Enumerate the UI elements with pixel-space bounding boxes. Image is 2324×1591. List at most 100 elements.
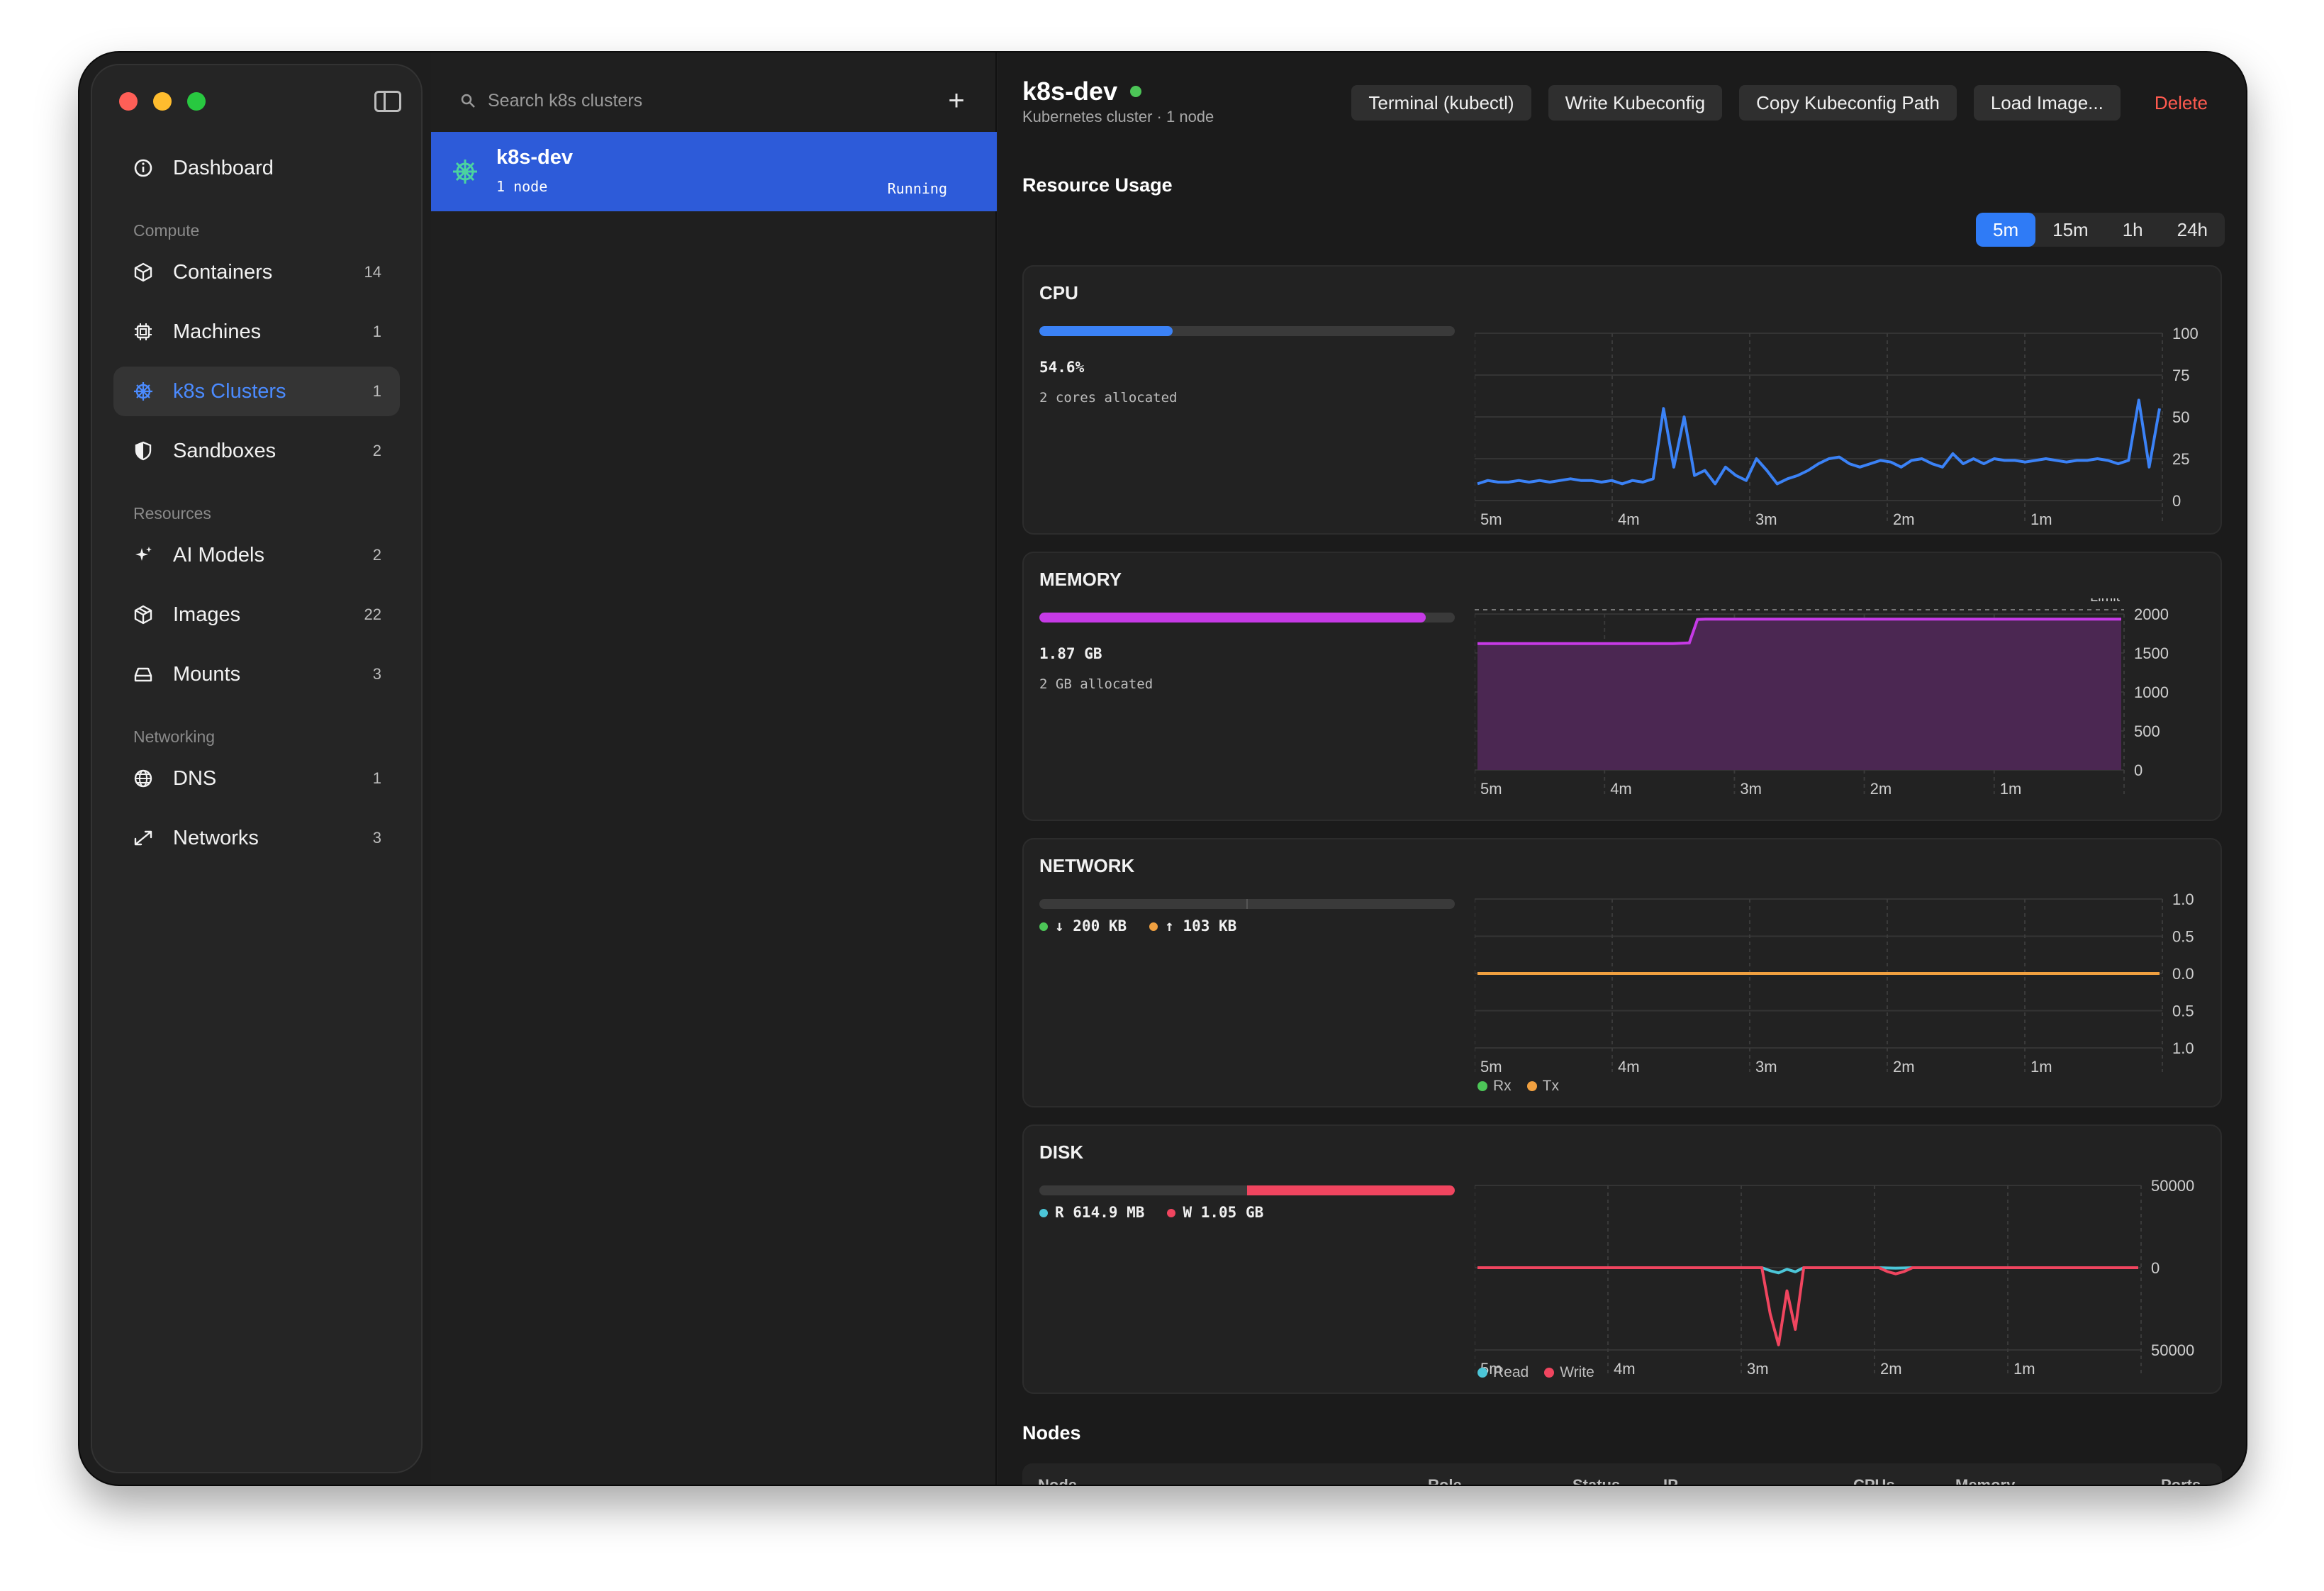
sidebar-item-label: Sandboxes xyxy=(173,439,276,462)
legend-rx: Rx xyxy=(1477,1078,1512,1095)
arrows-icon xyxy=(132,827,155,849)
add-cluster-button[interactable]: + xyxy=(948,84,965,116)
info-icon xyxy=(132,157,155,179)
col-role: Role xyxy=(1428,1476,1462,1485)
copy-kubeconfig-path-button[interactable]: Copy Kubeconfig Path xyxy=(1739,85,1957,121)
rx-value: 200 KB xyxy=(1073,917,1127,934)
x-tick-label: 1m xyxy=(2030,510,2052,525)
y-tick-label: 1000 xyxy=(2134,683,2169,701)
sidebar-item-count: 14 xyxy=(364,263,381,281)
close-window-button[interactable] xyxy=(119,92,138,111)
cpu-chart: 100 75 50 25 0 5m 4m 3m 2m 1m xyxy=(1475,312,2212,525)
sidebar-item-label: Images xyxy=(173,603,241,626)
disk-write-fill xyxy=(1247,1185,1455,1195)
read-dot xyxy=(1039,1209,1048,1217)
app-window: Dashboard Compute Containers 14 Machines 1 k8s… xyxy=(79,52,2246,1485)
legend-read-label: Read xyxy=(1493,1364,1529,1380)
sidebar-item-machines[interactable]: Machines 1 xyxy=(113,307,400,357)
globe-icon xyxy=(132,767,155,790)
cube-icon xyxy=(132,261,155,284)
disk-write-total: W 1.05 GB xyxy=(1167,1204,1263,1221)
sidebar-section-label: Resources xyxy=(133,504,211,523)
load-image-button[interactable]: Load Image... xyxy=(1973,85,2121,121)
col-status: Status xyxy=(1572,1476,1620,1485)
action-bar: Terminal (kubectl) Write Kubeconfig Copy… xyxy=(1351,85,2225,121)
time-range-selector: 5m 15m 1h 24h xyxy=(1975,213,2225,247)
range-1h[interactable]: 1h xyxy=(2122,218,2143,240)
legend-rx-dot xyxy=(1477,1081,1487,1092)
x-tick-label: 2m xyxy=(1880,1360,1902,1378)
terminal-button[interactable]: Terminal (kubectl) xyxy=(1351,85,1531,121)
drive-icon xyxy=(132,663,155,686)
rx-dot xyxy=(1039,922,1048,931)
network-totals: ↓ 200 KB ↑ 103 KB xyxy=(1039,917,1236,934)
disk-totals: R 614.9 MB W 1.05 GB xyxy=(1039,1204,1263,1221)
memory-series-line xyxy=(1477,618,2121,645)
sidebar-item-label: DNS xyxy=(173,766,217,790)
range-24h[interactable]: 24h xyxy=(2177,218,2208,240)
delete-button[interactable]: Delete xyxy=(2154,91,2208,113)
range-5m[interactable]: 5m xyxy=(1975,213,2036,247)
sidebar-item-count: 1 xyxy=(372,323,381,340)
disk-title: DISK xyxy=(1039,1141,1084,1163)
shield-icon xyxy=(132,440,155,462)
y-tick-label: 2000 xyxy=(2134,605,2169,623)
cpu-chart-svg: 100 75 50 25 0 5m 4m 3m 2m 1m xyxy=(1475,325,2199,525)
range-15m[interactable]: 15m xyxy=(2052,218,2089,240)
minimize-window-button[interactable] xyxy=(153,92,172,111)
sidebar-item-images[interactable]: Images 22 xyxy=(113,590,400,640)
cpu-usage-bar xyxy=(1039,326,1455,336)
sidebar-item-count: 3 xyxy=(372,665,381,683)
network-legend: Rx Tx xyxy=(1477,1078,1559,1095)
y-tick-label: 1500 xyxy=(2134,644,2169,662)
legend-read: Read xyxy=(1477,1364,1529,1381)
sidebar-item-count: 1 xyxy=(372,382,381,400)
sidebar-item-count: 2 xyxy=(372,546,381,564)
legend-rx-label: Rx xyxy=(1493,1078,1512,1094)
y-tick-label: 0 xyxy=(2134,761,2143,779)
network-rx-total: ↓ 200 KB xyxy=(1039,917,1127,934)
disk-read-total: R 614.9 MB xyxy=(1039,1204,1144,1221)
col-node: Node xyxy=(1038,1476,1077,1485)
helm-wheel-icon xyxy=(453,160,477,184)
write-kubeconfig-button[interactable]: Write Kubeconfig xyxy=(1548,85,1723,121)
x-tick-label: 4m xyxy=(1610,780,1632,798)
cpu-series-line xyxy=(1477,398,2161,486)
x-tick-label: 3m xyxy=(1747,1360,1769,1378)
sidebar-nav: Dashboard Compute Containers 14 Machines 1 k8s… xyxy=(113,143,400,873)
sidebar-item-sandboxes[interactable]: Sandboxes 2 xyxy=(113,426,400,476)
tx-dot xyxy=(1149,922,1158,931)
write-value: W 1.05 GB xyxy=(1183,1204,1264,1221)
sidebar-item-label: AI Models xyxy=(173,543,264,566)
window-controls xyxy=(119,92,206,111)
sidebar-toggle-icon[interactable] xyxy=(374,91,401,112)
sidebar-item-mounts[interactable]: Mounts 3 xyxy=(113,649,400,699)
search-field[interactable]: Search k8s clusters xyxy=(459,81,967,121)
chip-icon xyxy=(132,320,155,343)
y-tick-label: 0.5 xyxy=(2172,928,2194,946)
memory-usage-bar xyxy=(1039,613,1455,623)
disk-bar xyxy=(1039,1185,1455,1195)
memory-title: MEMORY xyxy=(1039,569,1122,590)
sidebar-item-count: 22 xyxy=(364,605,381,623)
sidebar-item-ai-models[interactable]: AI Models 2 xyxy=(113,530,400,580)
x-tick-label: 1m xyxy=(2013,1360,2035,1378)
zoom-window-button[interactable] xyxy=(187,92,206,111)
sidebar-item-k8s-clusters[interactable]: k8s Clusters 1 xyxy=(113,367,400,416)
sidebar-item-count: 3 xyxy=(372,829,381,847)
x-tick-label: 3m xyxy=(1755,510,1777,525)
disk-legend: Read Write xyxy=(1477,1364,1594,1381)
memory-card: MEMORY 1.87 GB 2 GB allocated 2000 1500 10… xyxy=(1022,552,2222,821)
cluster-list-item[interactable]: k8s-dev 1 node Running xyxy=(431,132,997,211)
sidebar-item-dns[interactable]: DNS 1 xyxy=(113,754,400,803)
sidebar-item-dashboard[interactable]: Dashboard xyxy=(113,143,400,193)
sidebar-item-networks[interactable]: Networks 3 xyxy=(113,813,400,863)
sidebar-item-containers[interactable]: Containers 14 xyxy=(113,247,400,297)
sidebar: Dashboard Compute Containers 14 Machines 1 k8s… xyxy=(91,64,423,1473)
disk-chart: 50000 0 50000 5m 4m 3m 2m 1m xyxy=(1475,1171,2212,1384)
helm-wheel-icon xyxy=(132,380,155,403)
sidebar-item-label: k8s Clusters xyxy=(173,379,286,403)
nodes-table-header: Node Role Status IP CPUs Memory Ports xyxy=(1022,1463,2222,1485)
x-tick-label: 5m xyxy=(1480,510,1502,525)
cluster-list-pane: Search k8s clusters + k8s-dev 1 node Run… xyxy=(431,52,997,1485)
